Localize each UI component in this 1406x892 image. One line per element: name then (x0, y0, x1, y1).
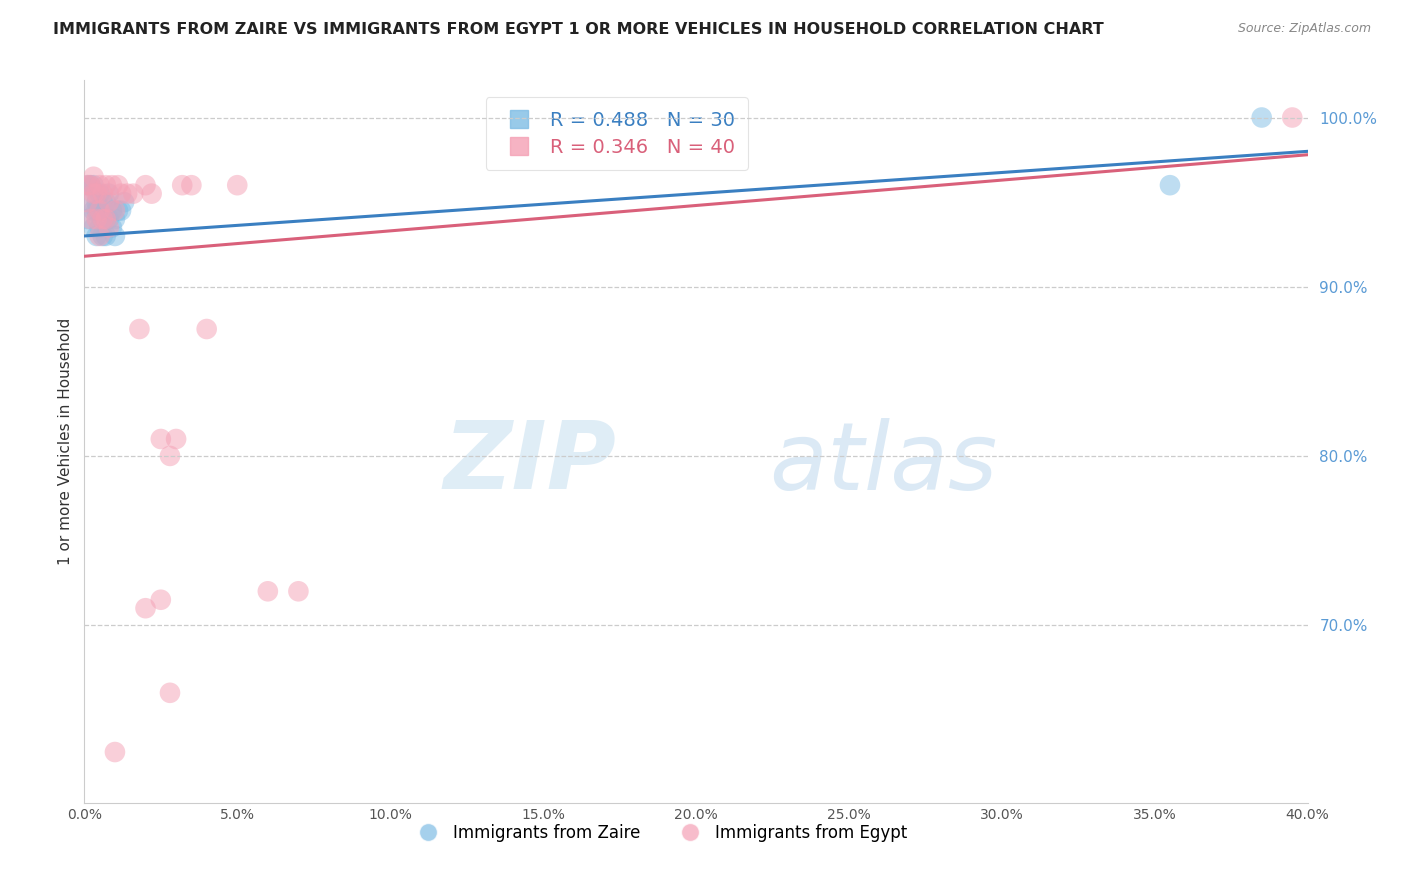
Point (101, 178, 124, 193)
Point (159, 686, 181, 700)
Point (79, 195, 101, 210)
Point (94, 229, 117, 244)
Point (115, 186, 138, 201)
Point (195, 322, 218, 336)
Y-axis label: 1 or more Vehicles in Household: 1 or more Vehicles in Household (58, 318, 73, 566)
Text: atlas: atlas (769, 417, 998, 508)
Point (89, 178, 111, 193)
Point (94, 212, 117, 227)
Point (79, 178, 101, 193)
Point (165, 432, 187, 446)
Point (180, 178, 202, 193)
Point (86, 195, 108, 210)
Point (83, 178, 105, 193)
Point (1250, 111, 1272, 125)
Point (76, 212, 98, 227)
Point (91, 186, 114, 201)
Point (128, 322, 150, 336)
Point (86, 212, 108, 227)
Point (110, 186, 132, 201)
Point (107, 203, 129, 218)
Point (79, 212, 101, 227)
Point (97, 212, 120, 227)
Point (141, 186, 163, 201)
Point (94, 212, 117, 227)
Point (76, 178, 98, 193)
Point (94, 178, 117, 193)
Point (83, 220, 105, 235)
Point (135, 601, 157, 615)
Legend: Immigrants from Zaire, Immigrants from Egypt: Immigrants from Zaire, Immigrants from E… (405, 817, 914, 848)
Point (287, 584, 309, 599)
Point (91, 212, 114, 227)
Point (91, 212, 114, 227)
Point (76, 195, 98, 210)
Point (149, 592, 172, 607)
Point (76, 178, 98, 193)
Point (97, 186, 120, 201)
Point (89, 220, 111, 235)
Point (86, 186, 108, 201)
Point (104, 203, 127, 218)
Point (89, 203, 111, 218)
Point (257, 584, 280, 599)
Point (91, 229, 114, 244)
Point (83, 186, 105, 201)
Point (89, 186, 111, 201)
Point (122, 186, 145, 201)
Text: ZIP: ZIP (443, 417, 616, 509)
Point (104, 212, 127, 227)
Point (104, 745, 127, 759)
Point (91, 195, 114, 210)
Point (89, 229, 111, 244)
Point (112, 195, 135, 210)
Text: Source: ZipAtlas.com: Source: ZipAtlas.com (1237, 22, 1371, 36)
Point (149, 432, 172, 446)
Point (101, 203, 124, 218)
Point (83, 169, 105, 184)
Point (101, 220, 124, 235)
Point (107, 178, 129, 193)
Point (86, 203, 108, 218)
Point (159, 449, 181, 463)
Point (79, 178, 101, 193)
Point (97, 195, 120, 210)
Point (172, 178, 194, 193)
Point (94, 195, 117, 210)
Point (97, 220, 120, 235)
Point (83, 203, 105, 218)
Text: IMMIGRANTS FROM ZAIRE VS IMMIGRANTS FROM EGYPT 1 OR MORE VEHICLES IN HOUSEHOLD C: IMMIGRANTS FROM ZAIRE VS IMMIGRANTS FROM… (53, 22, 1104, 37)
Point (135, 178, 157, 193)
Point (1159, 178, 1181, 193)
Point (1281, 111, 1303, 125)
Point (110, 203, 132, 218)
Point (89, 203, 111, 218)
Point (86, 229, 108, 244)
Point (104, 229, 127, 244)
Point (226, 178, 249, 193)
